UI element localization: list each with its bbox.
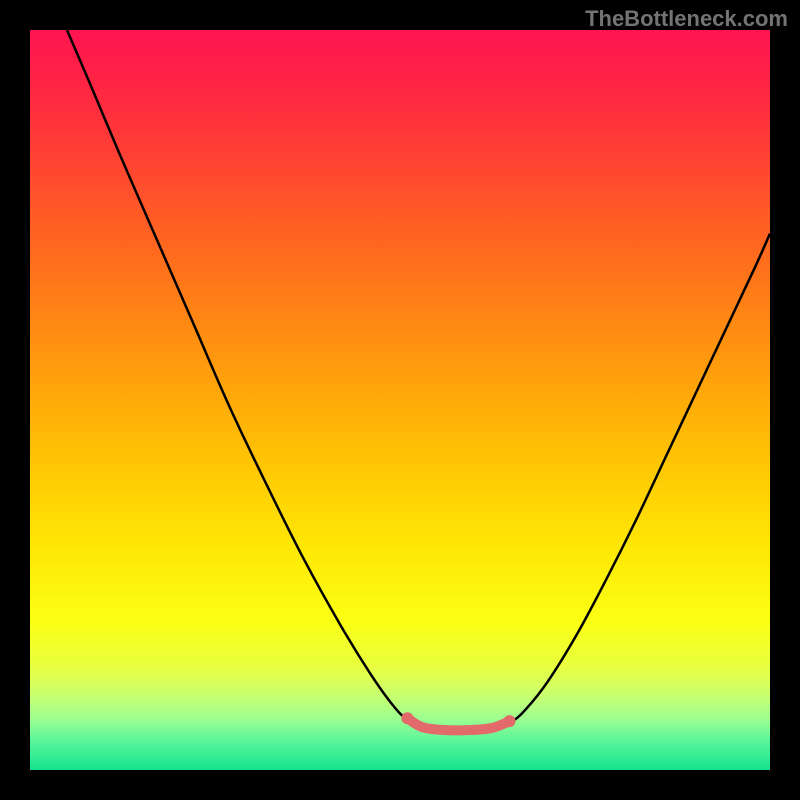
- bottleneck-chart: [30, 30, 770, 770]
- chart-background: [30, 30, 770, 770]
- highlight-endpoint-left: [401, 712, 413, 724]
- watermark-text: TheBottleneck.com: [585, 6, 788, 32]
- highlight-endpoint-right: [504, 715, 516, 727]
- chart-container: TheBottleneck.com: [0, 0, 800, 800]
